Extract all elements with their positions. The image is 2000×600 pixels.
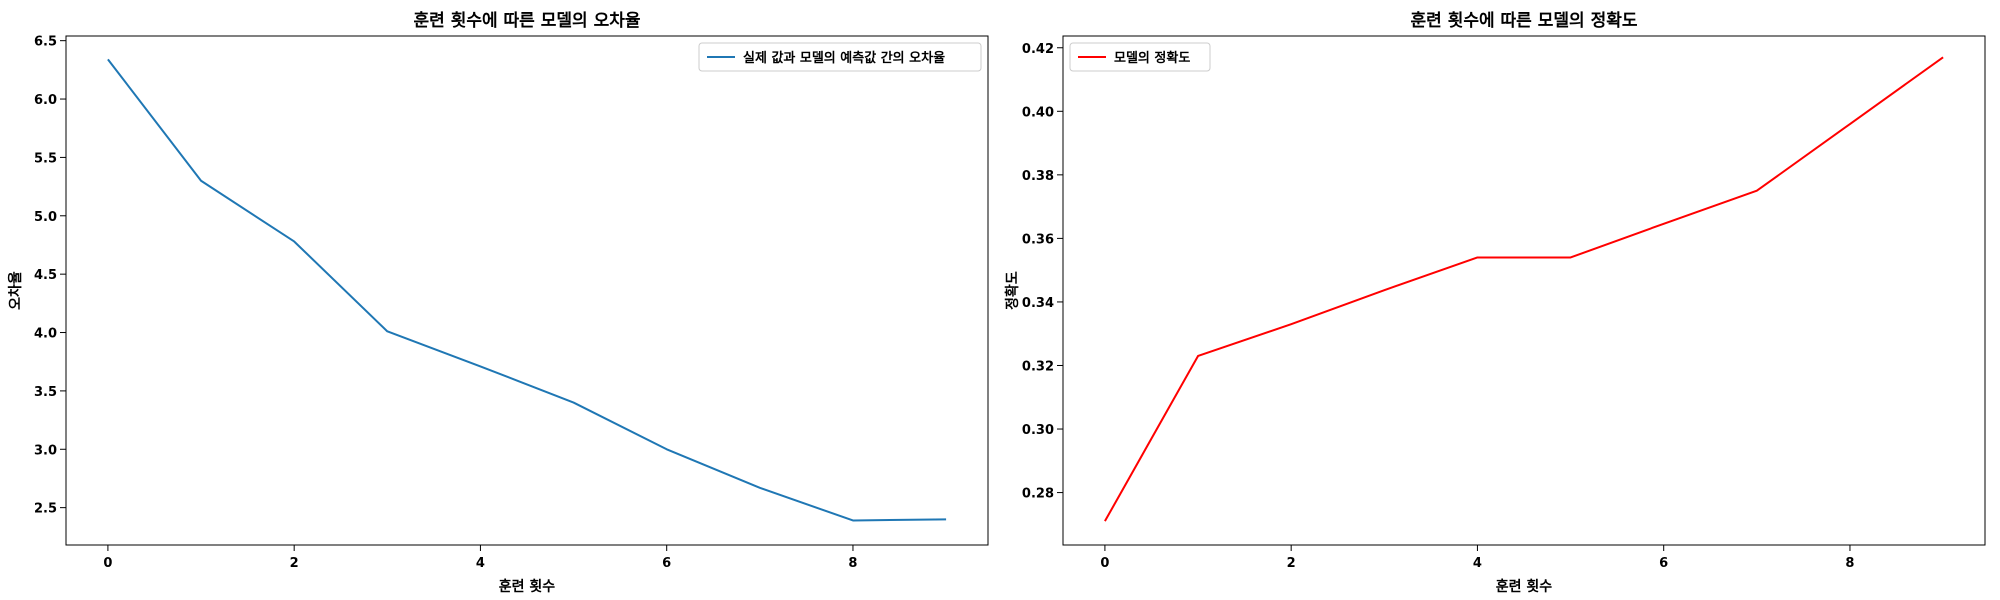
y-tick-label: 0.42 (1022, 42, 1054, 57)
x-axis-label: 훈련 횟수 (1496, 578, 1553, 595)
x-tick-label: 8 (1845, 556, 1854, 571)
x-tick-label: 4 (476, 556, 485, 571)
x-tick-label: 6 (662, 556, 671, 571)
y-tick-label: 4.0 (34, 327, 57, 342)
data-point (757, 485, 762, 490)
y-tick-label: 0.32 (1022, 359, 1054, 374)
data-point (944, 517, 949, 522)
plot-frame (65, 35, 989, 546)
y-tick-label: 5.5 (34, 151, 57, 166)
x-tick-label: 6 (1659, 556, 1668, 571)
data-point (1475, 255, 1480, 260)
x-tick-label: 4 (1473, 556, 1482, 571)
y-tick-label: 6.0 (34, 93, 57, 108)
y-tick-label: 4.5 (34, 268, 57, 283)
y-tick-label: 6.5 (34, 35, 57, 50)
y-tick-label: 0.34 (1022, 296, 1054, 311)
x-tick-label: 2 (1287, 556, 1296, 571)
legend-label: 실제 값과 모델의 예측값 간의 오차율 (743, 50, 945, 66)
x-tick-label: 8 (848, 556, 857, 571)
y-axis-label: 정확도 (1004, 271, 1021, 310)
accuracy-chart: 훈련 횟수에 따른 모델의 정확도 0 2 4 6 8 0.28 0.30 0.32 0.34 0.… (1004, 10, 1986, 595)
data-point (1754, 188, 1759, 193)
data-point (1196, 353, 1201, 358)
y-tick-label: 3.5 (34, 385, 57, 400)
y-tick-label: 0.28 (1022, 487, 1054, 502)
data-point (292, 239, 297, 244)
series-line (107, 58, 947, 522)
data-point (1289, 322, 1294, 327)
series-line (1104, 56, 1944, 522)
plot-frame (1062, 35, 1986, 546)
x-tick-label: 0 (1100, 556, 1109, 571)
data-point (1102, 519, 1107, 524)
data-point (199, 178, 204, 183)
data-point (1568, 255, 1573, 260)
data-point (571, 400, 576, 405)
x-axis-label: 훈련 횟수 (499, 578, 556, 595)
legend-label: 모델의 정확도 (1114, 50, 1190, 66)
y-tick-label: 3.0 (34, 443, 57, 458)
x-tick-label: 0 (103, 556, 112, 571)
chart-title: 훈련 횟수에 따른 모델의 오차율 (414, 10, 641, 31)
y-tick-label: 5.0 (34, 210, 57, 225)
legend-box (1069, 42, 1211, 72)
data-point (105, 57, 110, 62)
legend: 실제 값과 모델의 예측값 간의 오차율 (698, 42, 982, 72)
y-axis-label: 오차율 (7, 271, 24, 310)
x-tick-label: 2 (290, 556, 299, 571)
data-point (478, 364, 483, 369)
data-point (664, 447, 669, 452)
data-point (385, 329, 390, 334)
y-tick-label: 0.30 (1022, 423, 1054, 438)
y-tick-label: 0.40 (1022, 105, 1054, 120)
legend: 모델의 정확도 (1069, 42, 1211, 72)
data-point (1382, 288, 1387, 293)
y-tick-label: 0.36 (1022, 232, 1054, 247)
chart-title: 훈련 횟수에 따른 모델의 정확도 (1411, 10, 1638, 31)
data-point (1847, 122, 1852, 127)
y-tick-label: 0.38 (1022, 169, 1054, 184)
data-point (1941, 55, 1946, 60)
data-point (1661, 221, 1666, 226)
error-rate-chart: 훈련 횟수에 따른 모델의 오차율 0 2 4 6 8 2.5 3.0 3.5 4.0 4.5 5.0… (7, 10, 989, 595)
y-tick-label: 2.5 (34, 502, 57, 517)
data-point (850, 518, 855, 523)
legend-box (698, 42, 982, 72)
